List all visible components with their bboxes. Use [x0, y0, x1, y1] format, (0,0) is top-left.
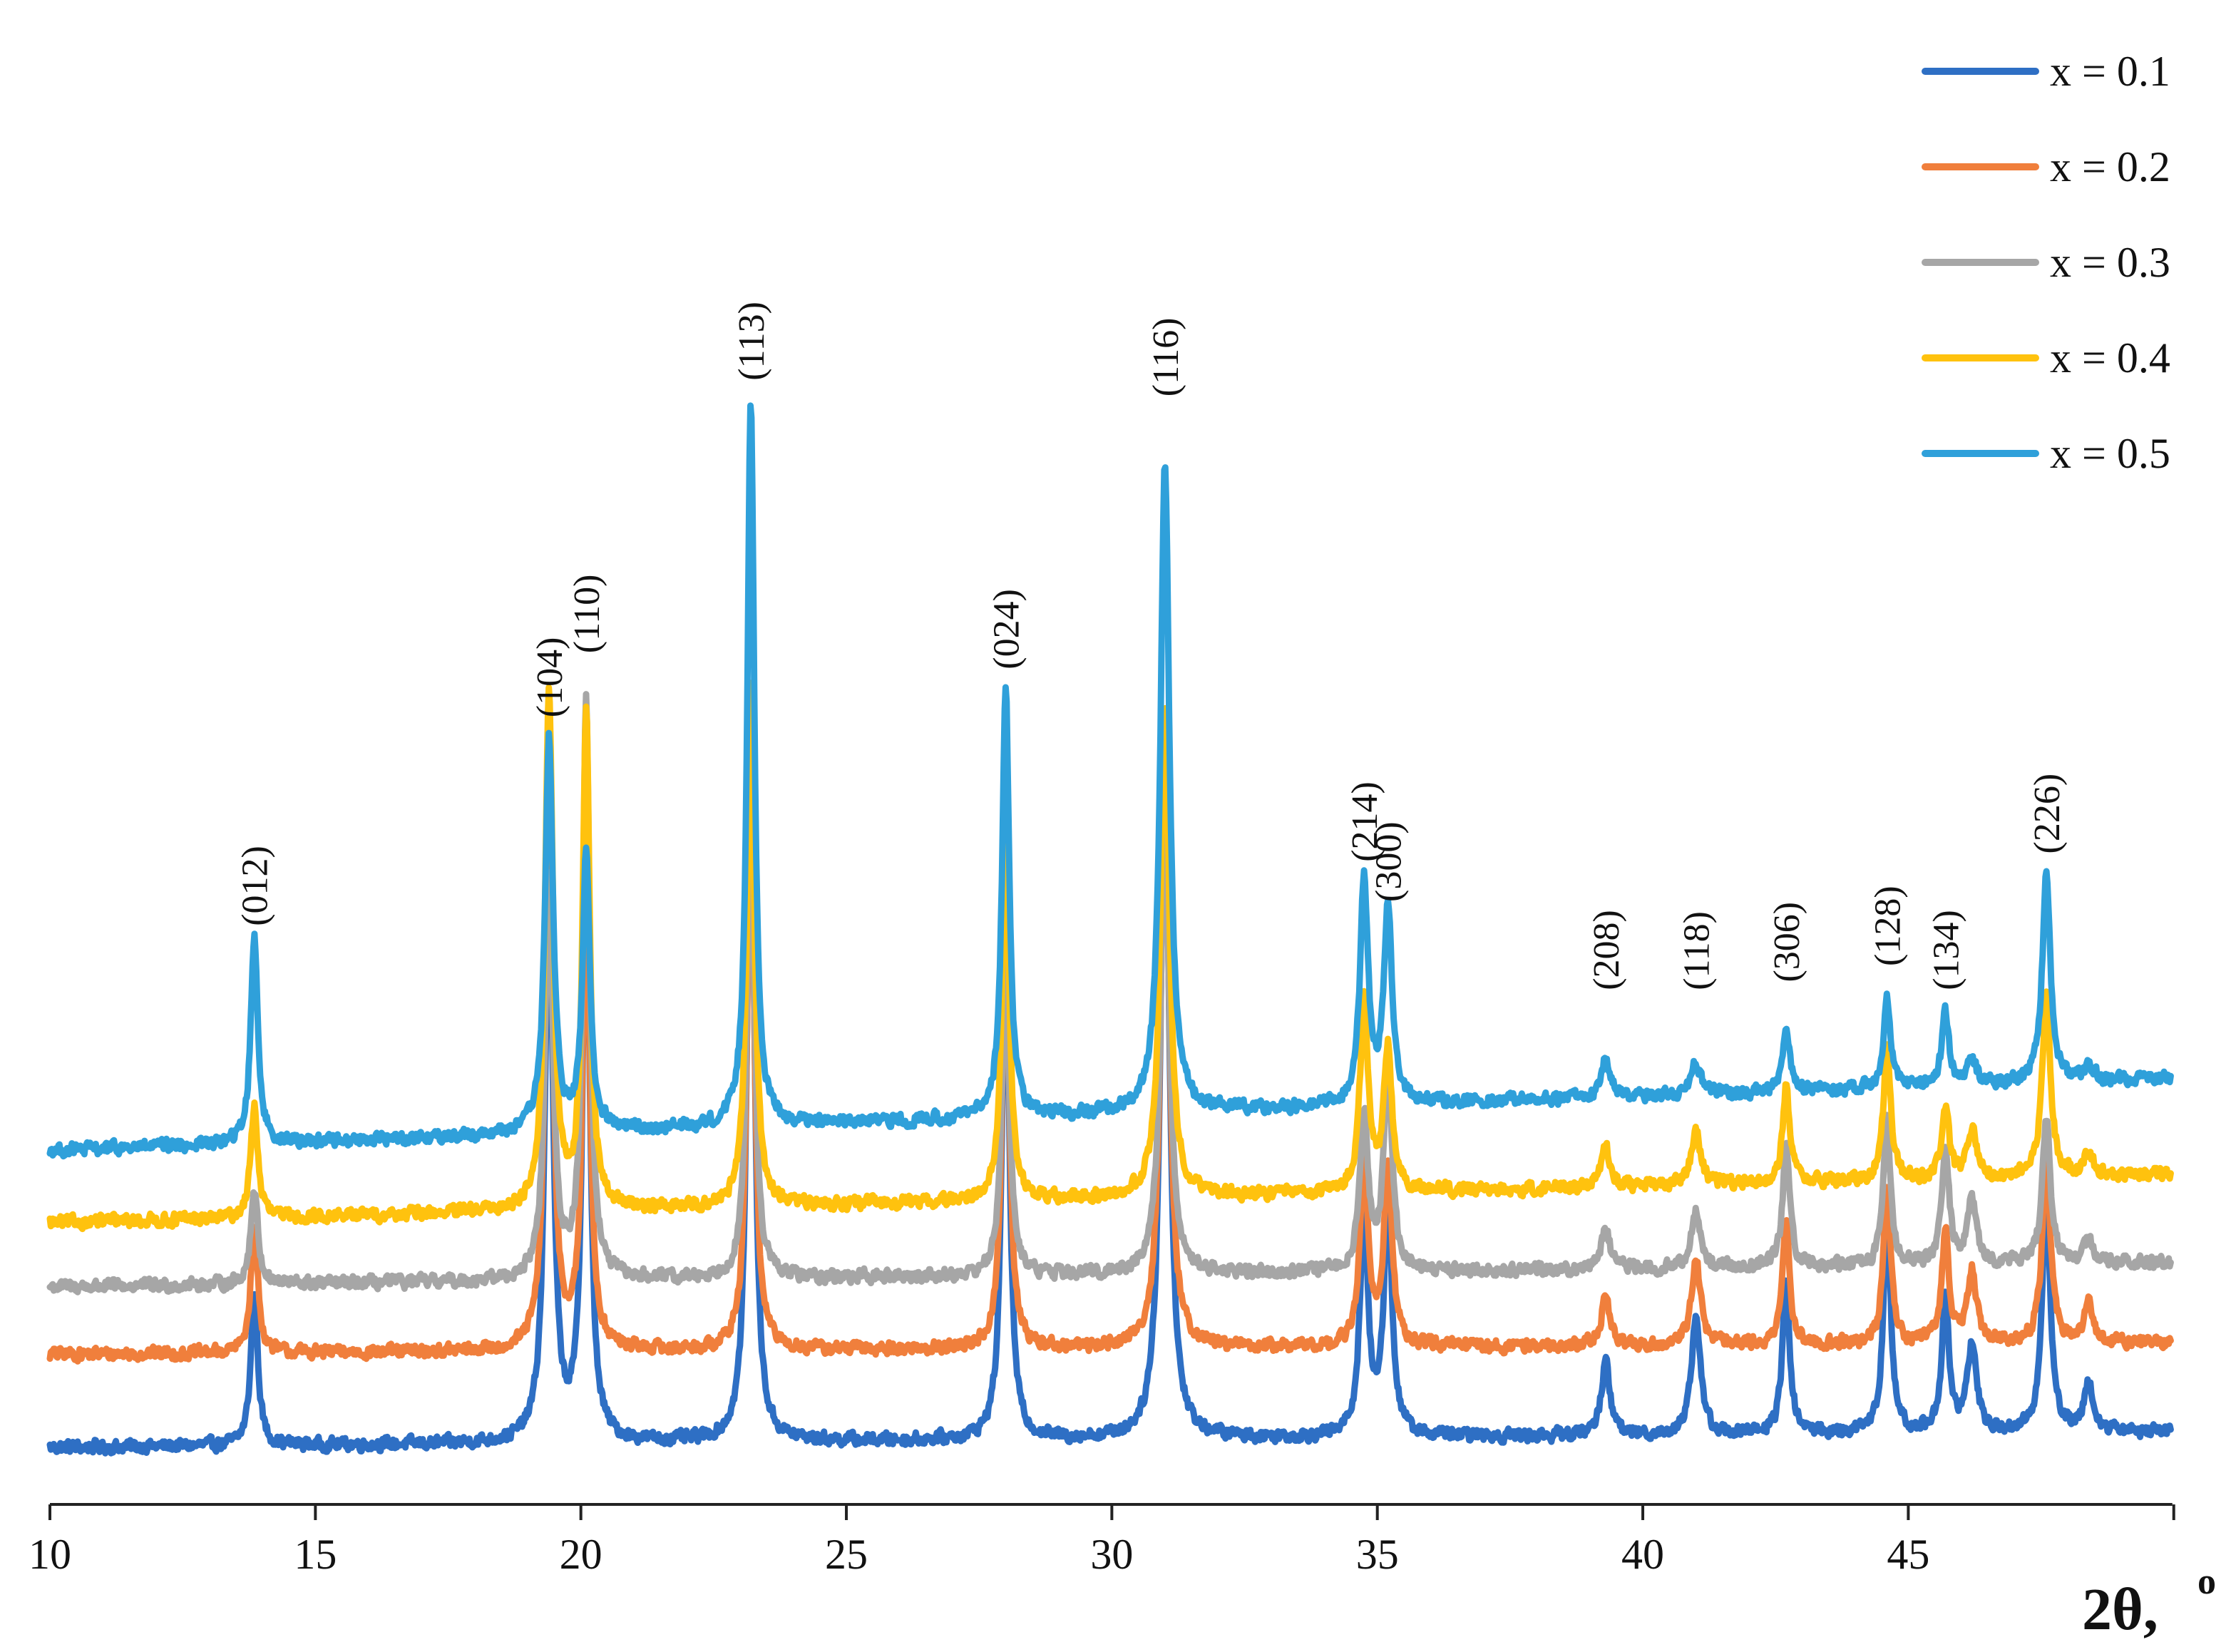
- series-traces: [46, 402, 2174, 1457]
- x-axis-unit: o: [2197, 1561, 2216, 1602]
- peak-label: (116): [1146, 318, 1186, 397]
- legend-label: x = 0.3: [2050, 239, 2170, 286]
- peak-labels: (012) (104)(110) (113) (024) (116) (214)(300)…: [235, 302, 2068, 990]
- x-tick-label: 40: [1621, 1531, 1664, 1578]
- x-tick-label: 10: [29, 1531, 71, 1578]
- peak-label: (118): [1677, 911, 1718, 990]
- peak-label: (226): [2027, 774, 2068, 854]
- series-line-2: [46, 775, 2174, 1365]
- series-line-4: [46, 679, 2174, 1233]
- peak-label: (300): [1369, 821, 1410, 902]
- peak-label: (024): [986, 589, 1027, 669]
- x-axis-title: 2θ,: [2082, 1576, 2158, 1643]
- legend-label: x = 0.4: [2050, 334, 2170, 381]
- legend-label: x = 0.1: [2050, 48, 2170, 95]
- peak-label: (208): [1586, 910, 1627, 990]
- x-tick-label: 30: [1090, 1531, 1133, 1578]
- series-line-5: [46, 402, 2174, 1160]
- x-tick-label: 15: [294, 1531, 337, 1578]
- x-tick-label: 20: [560, 1531, 602, 1578]
- series-line-1: [46, 704, 2174, 1457]
- peak-label: (104): [530, 637, 570, 718]
- peak-label: (012): [235, 846, 276, 926]
- series-line-3: [46, 691, 2174, 1296]
- peak-label: (110): [567, 575, 607, 654]
- peak-label: (113): [732, 302, 772, 381]
- peak-label: (214): [1345, 781, 1385, 862]
- peak-label: (306): [1767, 902, 1807, 983]
- legend-label: x = 0.2: [2050, 143, 2170, 190]
- legend: x = 0.1 x = 0.2 x = 0.3 x = 0.4 x = 0.5: [1922, 48, 2170, 477]
- peak-label: (128): [1868, 886, 1909, 966]
- x-tick-label: 45: [1887, 1531, 1929, 1578]
- x-axis: 10 15 20 25 30 35 40 45: [29, 1503, 2175, 1578]
- x-tick-label: 25: [825, 1531, 868, 1578]
- legend-label: x = 0.5: [2050, 430, 2170, 477]
- x-tick-label: 35: [1356, 1531, 1399, 1578]
- peak-label: (134): [1927, 910, 1967, 990]
